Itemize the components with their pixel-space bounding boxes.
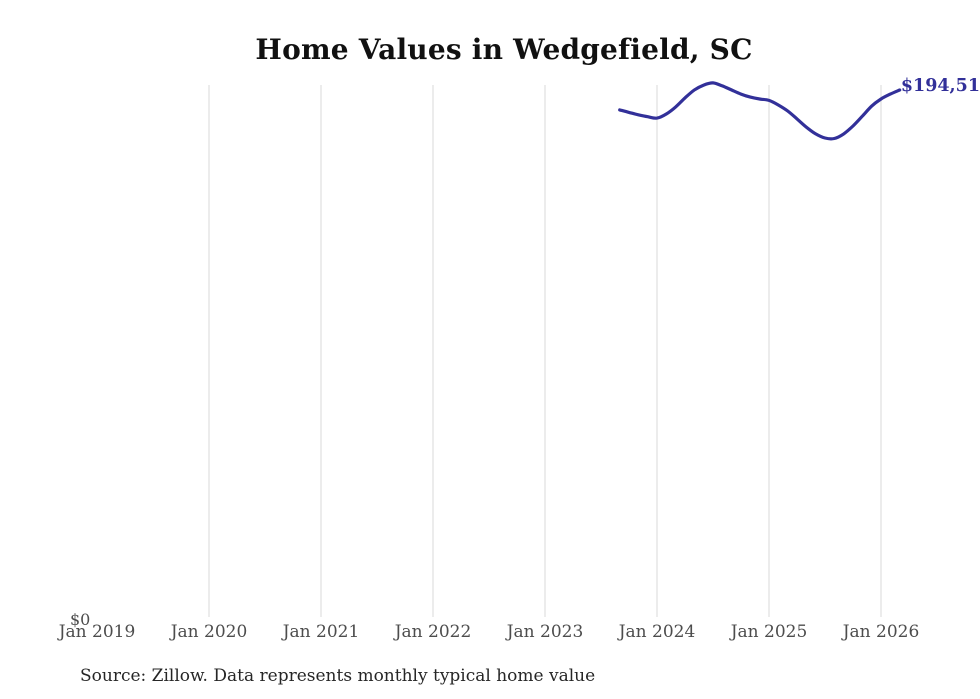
x-tick-label: Jan 2026	[842, 622, 920, 642]
x-tick-label: Jan 2022	[394, 622, 472, 642]
home-value-line	[618, 81, 902, 141]
x-tick-label: Jan 2019	[58, 622, 136, 642]
y-axis-zero-label: $0	[70, 610, 91, 629]
x-tick-label: Jan 2024	[618, 622, 696, 642]
source-note: Source: Zillow. Data represents monthly …	[80, 666, 596, 686]
x-tick-label: Jan 2021	[282, 622, 360, 642]
chart-title: Home Values in Wedgefield, SC	[255, 33, 753, 66]
x-tick-label: Jan 2023	[506, 622, 584, 642]
x-tick-label: Jan 2025	[730, 622, 808, 642]
latest-value-label: $194,51	[900, 76, 980, 96]
x-tick-label: Jan 2020	[170, 622, 248, 642]
